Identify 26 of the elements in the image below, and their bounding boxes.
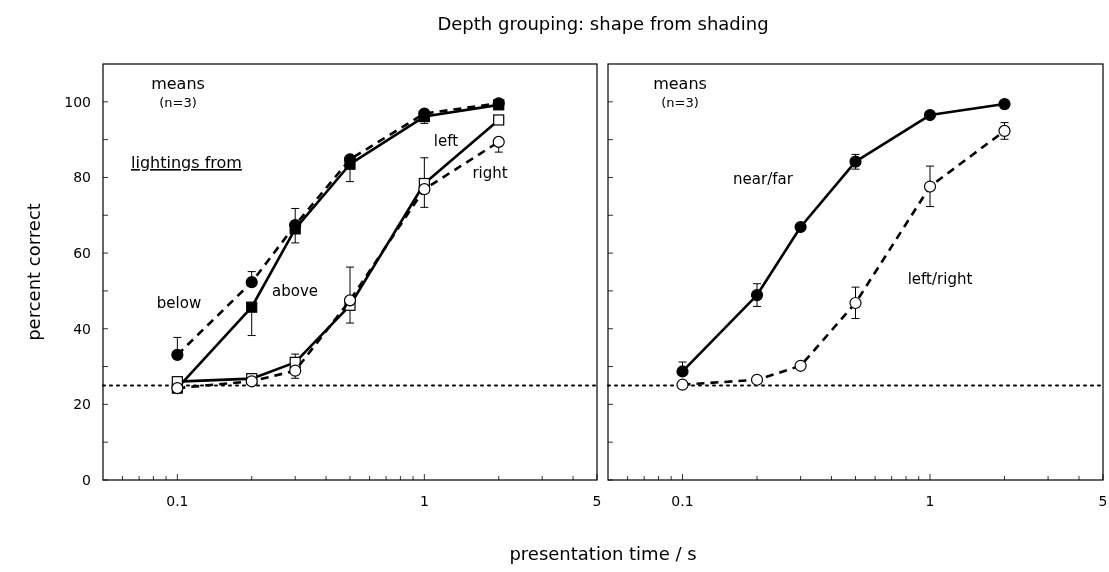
x-tick-label: 0.1: [671, 493, 694, 509]
series-label: left/right: [907, 270, 973, 288]
y-axis-title: percent correct: [23, 203, 44, 341]
chart-title: Depth grouping: shape from shading: [437, 13, 769, 34]
y-tick-label: 40: [73, 320, 91, 337]
x-tick-label: 1: [925, 493, 935, 509]
y-tick-label: 80: [73, 169, 91, 186]
x-axis-title: presentation time / s: [509, 543, 697, 564]
y-tick-label: 60: [73, 245, 91, 262]
x-tick-label: 1: [419, 493, 429, 509]
annotation: (n=3): [661, 95, 699, 110]
annotation: (n=3): [159, 95, 197, 110]
text: near/far: [733, 170, 794, 188]
x-tick-label: 5: [1098, 493, 1108, 509]
series-label: below: [156, 294, 202, 312]
x-tick-label: 0.1: [166, 493, 189, 509]
annotation: means: [151, 74, 205, 93]
annotation: means: [653, 74, 707, 93]
y-tick-label: 100: [64, 93, 91, 110]
x-tick-label: 5: [592, 493, 602, 509]
series-label: above: [272, 282, 318, 300]
series-label: right: [472, 164, 508, 182]
y-tick-label: 0: [82, 472, 91, 488]
y-tick-label: 20: [73, 396, 91, 413]
annotation: lightings from: [131, 153, 242, 172]
series-label: left: [433, 132, 459, 150]
